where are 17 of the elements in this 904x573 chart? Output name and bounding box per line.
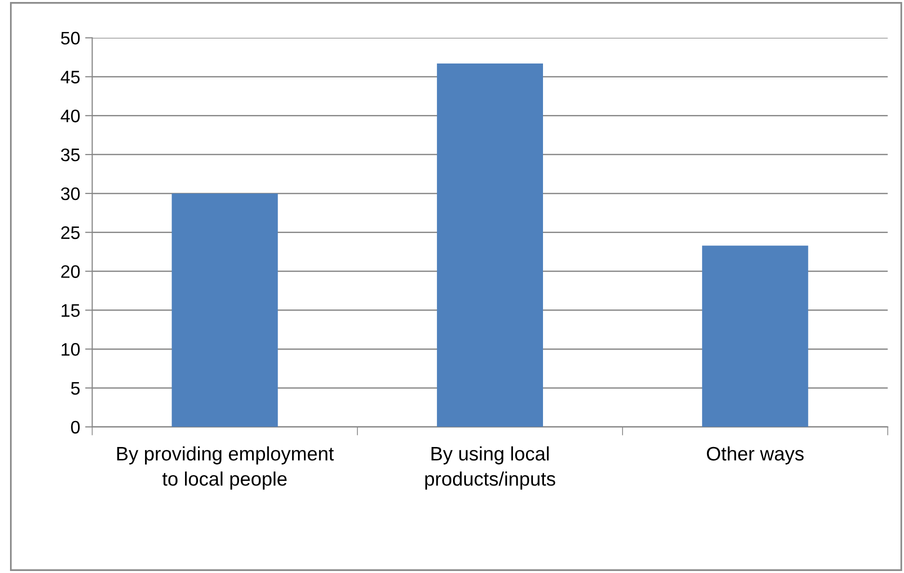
- y-tick-label: 30: [61, 187, 80, 200]
- bar: [436, 63, 544, 427]
- y-tick-label: 10: [62, 343, 80, 356]
- y-tick-label: 20: [61, 265, 80, 278]
- y-tick-label: 35: [61, 148, 80, 162]
- y-tick-label: 5: [71, 382, 80, 395]
- y-tick-label: 25: [61, 226, 80, 240]
- x-tick-label: By using local products/inputs: [425, 446, 556, 490]
- y-tick-label: 0: [71, 420, 80, 434]
- y-tick-label: 45: [60, 70, 80, 84]
- x-tick-label: Other ways: [706, 446, 804, 464]
- y-tick-label: 40: [60, 110, 80, 122]
- y-tick-label: 50: [61, 32, 80, 45]
- x-tick-label: By providing employment to local people: [117, 446, 334, 490]
- bar: [172, 193, 278, 427]
- bar: [702, 246, 808, 427]
- y-tick-label: 15: [62, 304, 80, 317]
